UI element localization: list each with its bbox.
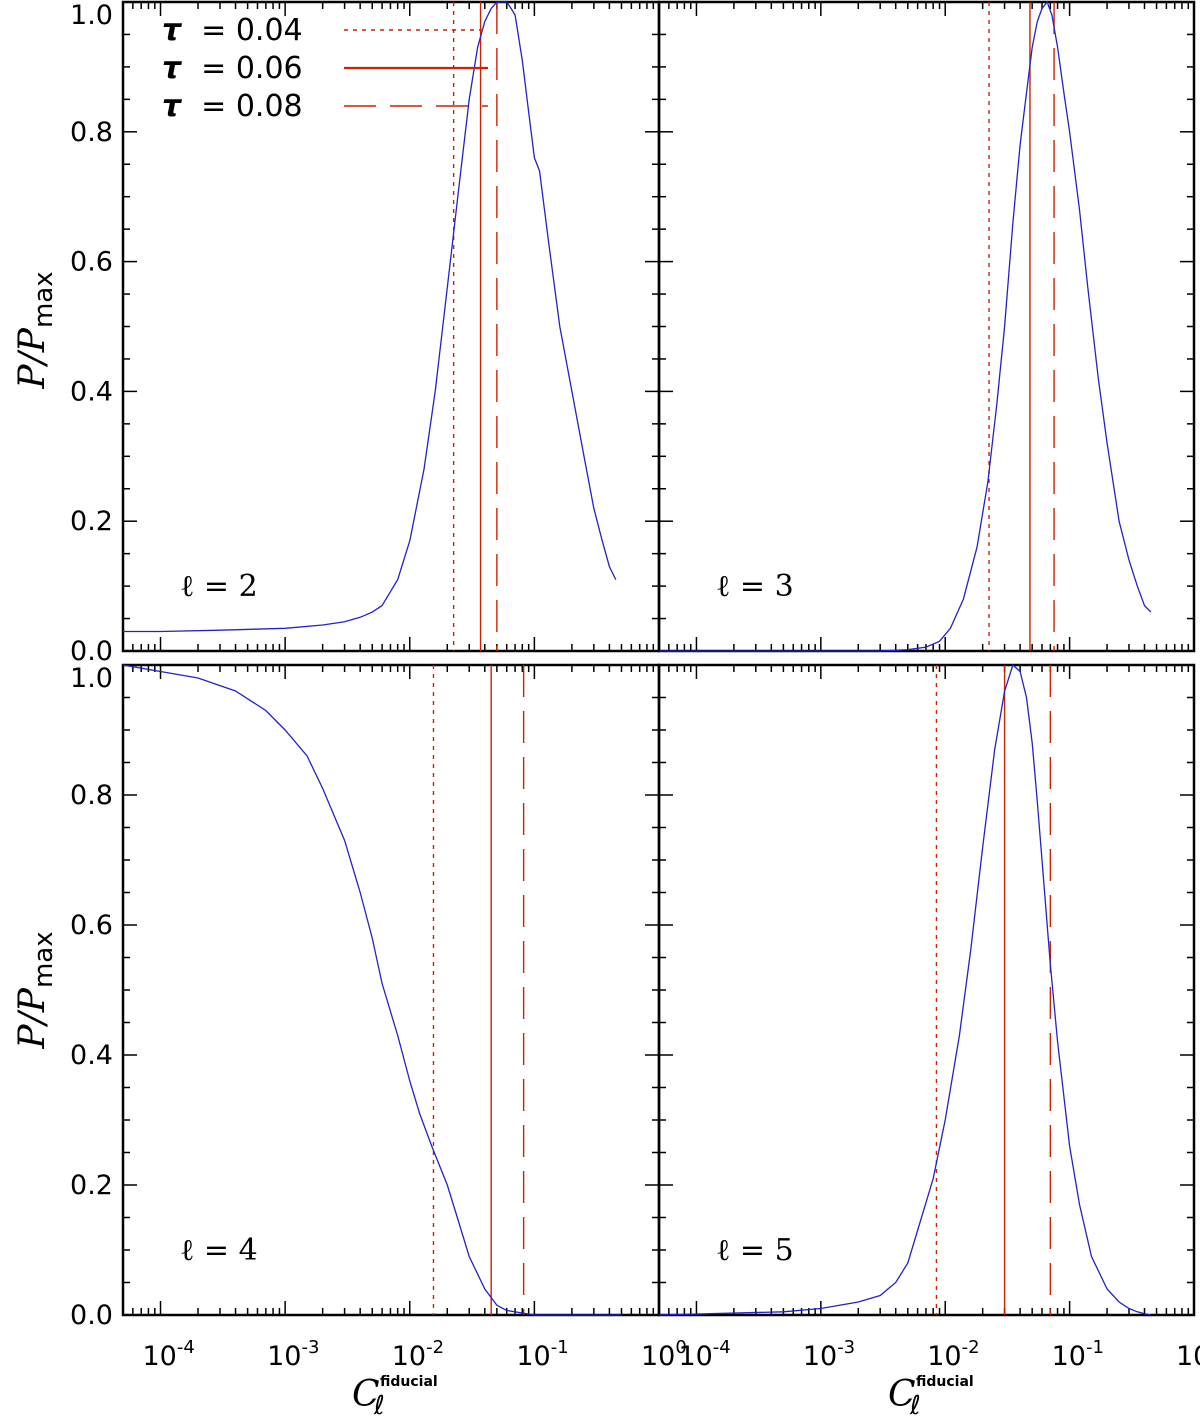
svg-text:P/Pmax: P/Pmax (12, 931, 59, 1049)
panel-label: ℓ = 4 (180, 1233, 258, 1268)
x-tick-label: 10-3 (803, 1337, 855, 1372)
x-axis-title-left: C ℓ fiducial (352, 1374, 438, 1421)
panel-label: ℓ = 5 (716, 1233, 794, 1268)
x-tick-label: 100 (1176, 1337, 1200, 1372)
legend-item-1-label: τ = 0.04 (162, 13, 303, 48)
legend: τ = 0.04 τ = 0.06 τ = 0.08 (162, 13, 488, 124)
y-tick-label: 1.0 (70, 663, 113, 694)
panel-2: ℓ = 3 (657, 0, 1196, 653)
x-tick-label: 10-3 (267, 1337, 319, 1372)
x-tick-label: 10-4 (678, 1337, 730, 1372)
svg-text:ℓ: ℓ (373, 1391, 385, 1421)
y-tick-label: 0.8 (70, 780, 113, 811)
svg-text:P/Pmax: P/Pmax (12, 271, 59, 389)
y-tick-label: 0.4 (70, 376, 113, 407)
panel-frame (121, 663, 661, 1317)
y-axis-title-top: P/Pmax (12, 271, 59, 389)
y-tick-label: 0.6 (70, 247, 113, 278)
panel-frame (657, 663, 1196, 1317)
y-tick-label: 0.2 (70, 1170, 113, 1201)
x-axis-title-right: C ℓ fiducial (888, 1374, 974, 1421)
probability-curve (659, 0, 1152, 652)
x-tick-label: 10-2 (927, 1337, 979, 1372)
panel-3: 0.0 0.2 0.4 0.6 0.8 1.0 10-4 10-3 10-2 10-1 100 ℓ =… (70, 663, 687, 1372)
y-tick-label: 0.8 (70, 117, 113, 148)
svg-text:fiducial: fiducial (380, 1374, 438, 1390)
x-tick-label: 10-4 (143, 1337, 195, 1372)
y-tick-label: 0.4 (70, 1040, 113, 1071)
panel-frame (657, 0, 1196, 653)
panel-1: 0.0 0.2 0.4 0.6 0.8 1.0 ℓ = 2 (70, 0, 661, 667)
legend-item-2-label: τ = 0.06 (162, 51, 303, 86)
y-axis-title-bottom: P/Pmax (12, 931, 59, 1049)
x-tick-label: 10-1 (1052, 1337, 1104, 1372)
svg-text:C: C (352, 1374, 380, 1415)
x-tick-label: 10-2 (392, 1337, 444, 1372)
panel-label: ℓ = 3 (716, 569, 794, 604)
probability-curve (123, 1, 617, 633)
y-tick-label: 0.0 (70, 636, 113, 667)
panel-4: 10-4 10-3 10-2 10-1 100 ℓ = 5 (657, 663, 1200, 1372)
svg-text:fiducial: fiducial (916, 1374, 974, 1390)
probability-curve (658, 663, 1152, 1316)
svg-text:C: C (888, 1374, 916, 1415)
legend-item-3-label: τ = 0.08 (162, 89, 303, 124)
panel-label: ℓ = 2 (180, 569, 258, 604)
probability-curve (122, 664, 622, 1316)
panels: 0.0 0.2 0.4 0.6 0.8 1.0 ℓ = 2 ℓ = 3 0.0 0.2 0.4 0.6… (70, 0, 1200, 1372)
x-tick-label: 10-1 (516, 1337, 568, 1372)
svg-text:ℓ: ℓ (909, 1391, 921, 1421)
y-tick-label: 1.0 (70, 0, 113, 31)
y-tick-label: 0.0 (70, 1300, 113, 1331)
y-tick-label: 0.6 (70, 910, 113, 941)
x-tick-label: 100 (641, 1337, 687, 1372)
y-tick-label: 0.2 (70, 506, 113, 537)
